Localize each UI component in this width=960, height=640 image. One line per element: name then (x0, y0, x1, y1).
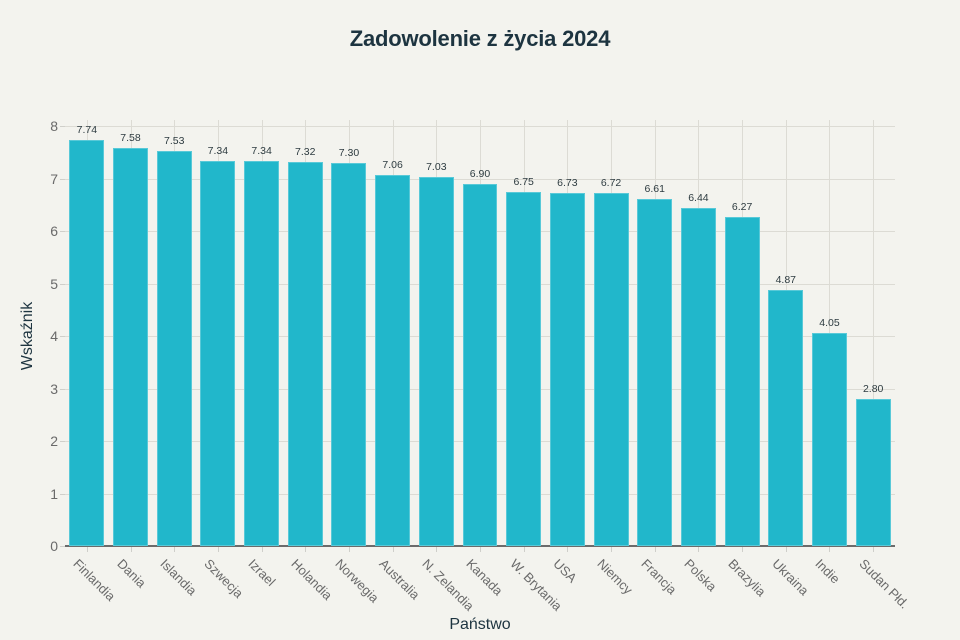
y-tick-mark (60, 178, 65, 180)
bar-n-zelandia[interactable] (418, 176, 454, 546)
bar-value-label: 7.32 (295, 145, 316, 158)
bar-value-label: 6.72 (600, 177, 622, 190)
bar-value-label: 4.05 (819, 317, 840, 330)
bar-value-label: 6.61 (644, 182, 665, 195)
x-tick-mark (392, 547, 394, 552)
bar-value-label: 6.90 (469, 167, 491, 180)
x-tick-mark (611, 547, 613, 552)
bar-value-label: 7.30 (338, 146, 360, 159)
y-tick-mark (60, 493, 65, 495)
bar-polska[interactable] (680, 207, 716, 546)
x-tick-mark (829, 547, 831, 552)
y-tick-mark (60, 388, 65, 390)
y-tick-mark (60, 231, 65, 232)
x-tick-mark (261, 547, 263, 552)
bar-value-label: 7.03 (426, 160, 447, 173)
bar-szwecja[interactable] (200, 160, 236, 546)
bar-value-label: 7.53 (163, 134, 185, 147)
y-tick-label: 6 (50, 223, 58, 239)
y-tick-mark (60, 441, 65, 442)
x-tick-label: Ukraina (769, 556, 812, 599)
y-tick-mark (60, 283, 65, 285)
bar-value-label: 7.06 (382, 159, 403, 172)
bar-value-label: 6.44 (688, 191, 709, 204)
x-tick-mark (86, 547, 88, 552)
bar-value-label: 7.74 (76, 123, 98, 136)
chart-title: Zadowolenie z życia 2024 (349, 26, 611, 51)
bar-dania[interactable] (113, 148, 148, 546)
x-tick-mark (523, 547, 525, 552)
y-tick-label: 5 (50, 275, 58, 292)
x-tick-label: Francja (638, 556, 680, 598)
x-tick-mark (305, 547, 307, 552)
bar-value-label: 2.80 (862, 383, 884, 395)
x-tick-mark (436, 547, 438, 552)
x-tick-mark (785, 547, 787, 552)
bar-w-brytania[interactable] (506, 191, 542, 546)
x-tick-mark (174, 547, 176, 552)
x-tick-label: Brazylia (725, 556, 769, 600)
x-tick-label: Dania (113, 556, 149, 591)
x-tick-label: Norwegia (332, 556, 382, 606)
x-tick-mark (742, 547, 744, 552)
y-tick-mark (60, 336, 65, 337)
x-tick-label: Finlandia (70, 556, 119, 604)
y-tick-label: 3 (50, 380, 58, 397)
bar-francja[interactable] (637, 198, 673, 546)
bar-kanada[interactable] (462, 183, 498, 546)
plot-area: 7.74 7.58 7.53 7.34 7.34 7.32 7.30 7.06 7.03 6.90… (65, 120, 895, 547)
bar-value-label: 7.58 (120, 132, 141, 145)
bar-norwegia[interactable] (331, 162, 367, 546)
y-tick-label: 2 (50, 433, 58, 449)
bar-indie[interactable] (812, 333, 847, 546)
y-tick-label: 7 (50, 170, 58, 187)
bar-brazylia[interactable] (724, 216, 760, 546)
bar-finlandia[interactable] (69, 139, 105, 546)
bar-izrael[interactable] (244, 160, 280, 546)
x-tick-mark (348, 547, 350, 552)
bar-ukraina[interactable] (768, 290, 804, 546)
bar-value-label: 6.27 (731, 200, 753, 213)
x-tick-mark (698, 547, 700, 552)
bar-niemcy[interactable] (593, 193, 629, 546)
bar-value-label: 4.87 (775, 274, 796, 287)
x-tick-label: Szwecja (201, 556, 247, 601)
x-tick-mark (654, 547, 656, 552)
bar-value-label: 6.75 (513, 175, 534, 188)
bar-usa[interactable] (549, 192, 585, 546)
x-tick-mark (217, 547, 219, 552)
bar-holandia[interactable] (287, 161, 323, 546)
x-tick-label: Niemcy (594, 556, 636, 598)
x-tick-label: Indie (812, 556, 844, 587)
y-tick-mark (60, 126, 65, 127)
x-tick-label: USA (550, 556, 581, 586)
x-tick-label: Holandia (288, 556, 336, 603)
gridline-vertical (873, 120, 875, 546)
x-tick-mark (567, 547, 569, 552)
x-tick-label: Polska (681, 556, 721, 595)
x-tick-mark (873, 547, 875, 552)
gridline-horizontal (65, 126, 895, 127)
bar-islandia[interactable] (156, 150, 192, 546)
bar-value-label: 7.34 (251, 144, 272, 157)
y-tick-label: 8 (50, 118, 58, 134)
x-tick-mark (130, 547, 132, 552)
bar-value-label: 6.73 (557, 176, 578, 189)
y-tick-label: 1 (50, 485, 58, 502)
x-tick-label: Islandia (157, 556, 200, 599)
y-tick-label: 0 (50, 538, 58, 554)
gridline-vertical (829, 120, 831, 546)
y-tick-mark (60, 546, 65, 547)
y-tick-label: 4 (50, 328, 58, 344)
bar-australia[interactable] (375, 175, 411, 546)
x-tick-label: Sudan Płd. (856, 556, 913, 612)
gridline-horizontal (65, 178, 895, 180)
x-tick-label: Kanada (463, 556, 506, 599)
bar-sudan-płd-[interactable] (855, 399, 891, 546)
x-axis-title: Państwo (449, 616, 511, 633)
x-tick-label: Australia (376, 556, 423, 603)
x-tick-mark (480, 547, 481, 552)
x-tick-label: Izrael (244, 556, 279, 590)
bar-value-label: 7.34 (207, 144, 229, 157)
